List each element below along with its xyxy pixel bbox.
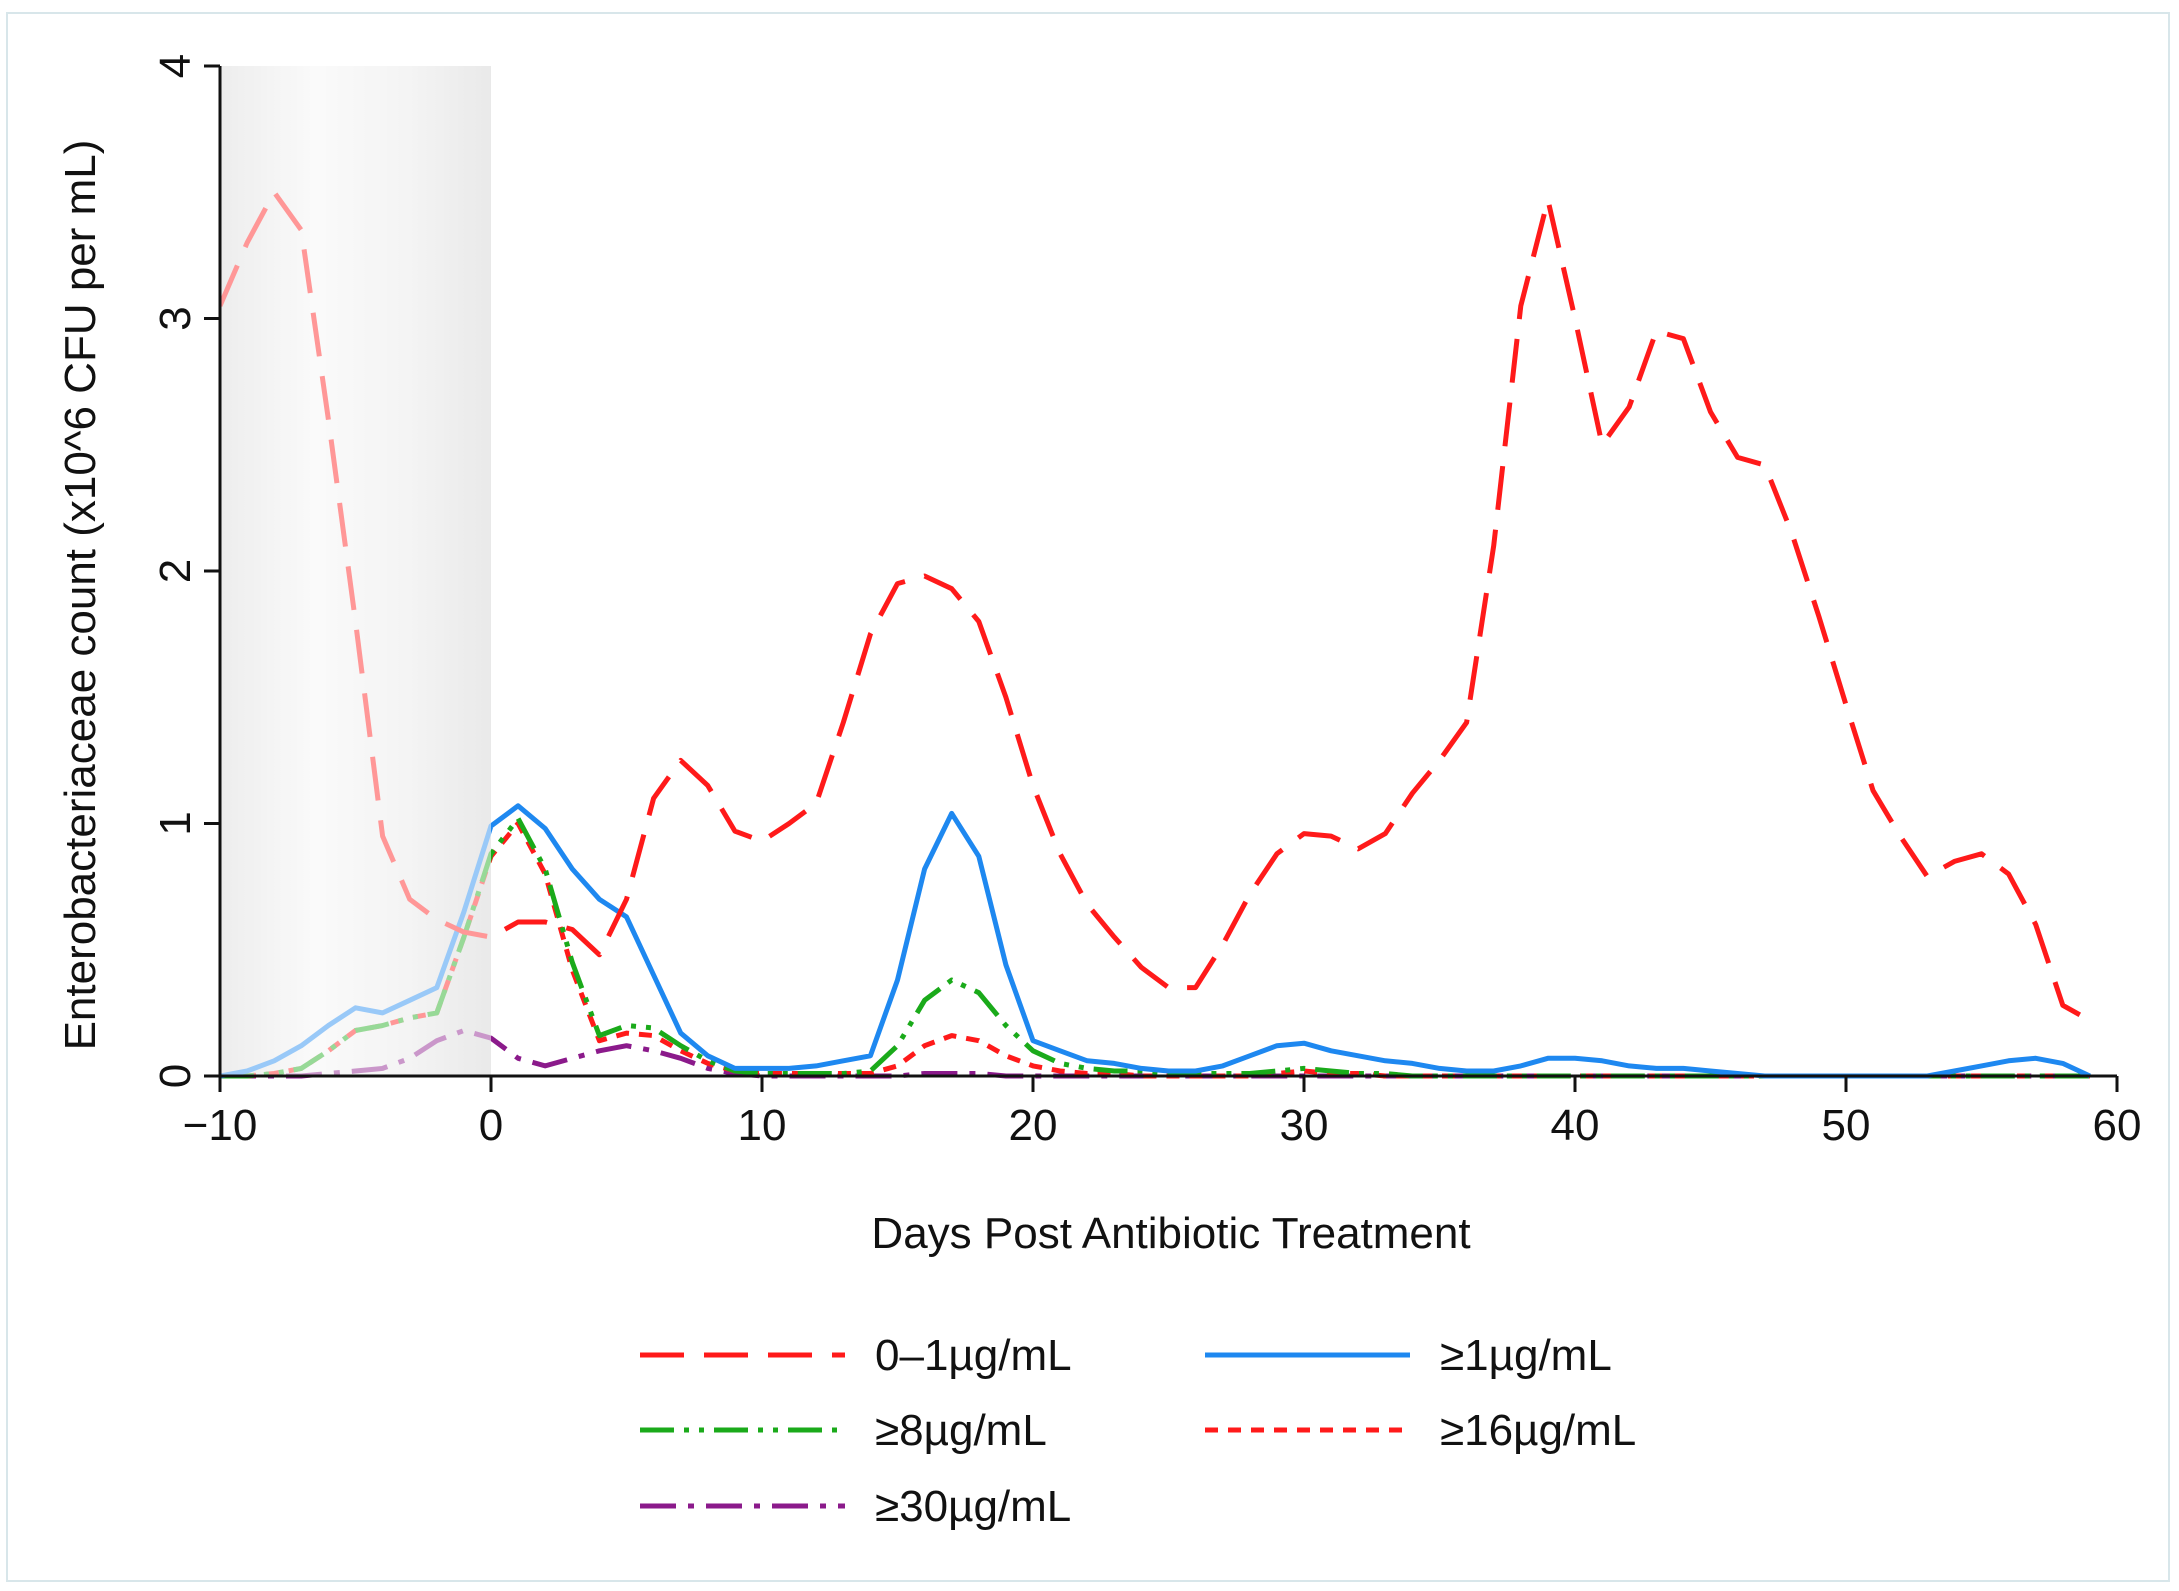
series-line-3	[220, 816, 2090, 1079]
series-line-4	[220, 821, 2090, 1079]
x-tick-label: 40	[1551, 1101, 1600, 1150]
x-tick-label: 50	[1822, 1101, 1871, 1150]
series-line-1	[220, 189, 2092, 1023]
legend-label-5: ≥30µg/mL	[875, 1482, 1071, 1531]
pretreatment-fade-overlay	[220, 64, 491, 1076]
legend: 0–1µg/mL ≥1µg/mL ≥8µg/mL ≥16µg/mL ≥30µg/mL	[632, 1312, 1708, 1540]
x-tick-label: −10	[183, 1101, 258, 1150]
legend-label-1: 0–1µg/mL	[875, 1331, 1072, 1380]
x-tick-label: 30	[1280, 1101, 1329, 1150]
x-tick-label: 60	[2093, 1101, 2142, 1150]
y-tick-label: 1	[151, 811, 200, 835]
y-tick-label: 2	[151, 559, 200, 583]
legend-label-2: ≥1µg/mL	[1440, 1331, 1612, 1380]
legend-label-3: ≥8µg/mL	[875, 1406, 1047, 1455]
y-tick-label: 4	[151, 54, 200, 78]
legend-label-4: ≥16µg/mL	[1440, 1406, 1636, 1455]
x-tick-label: 0	[479, 1101, 503, 1150]
y-tick-label: 3	[151, 306, 200, 330]
series-line-2	[220, 803, 2091, 1079]
x-tick-label: 10	[738, 1101, 787, 1150]
y-tick-label: 0	[151, 1064, 200, 1088]
y-axis-label: Enterobacteriaceae count (x10^6 CFU per …	[56, 140, 105, 1051]
legend-box	[632, 1312, 1708, 1540]
x-axis-label: Days Post Antibiotic Treatment	[871, 1209, 1470, 1258]
x-tick-label: 20	[1009, 1101, 1058, 1150]
